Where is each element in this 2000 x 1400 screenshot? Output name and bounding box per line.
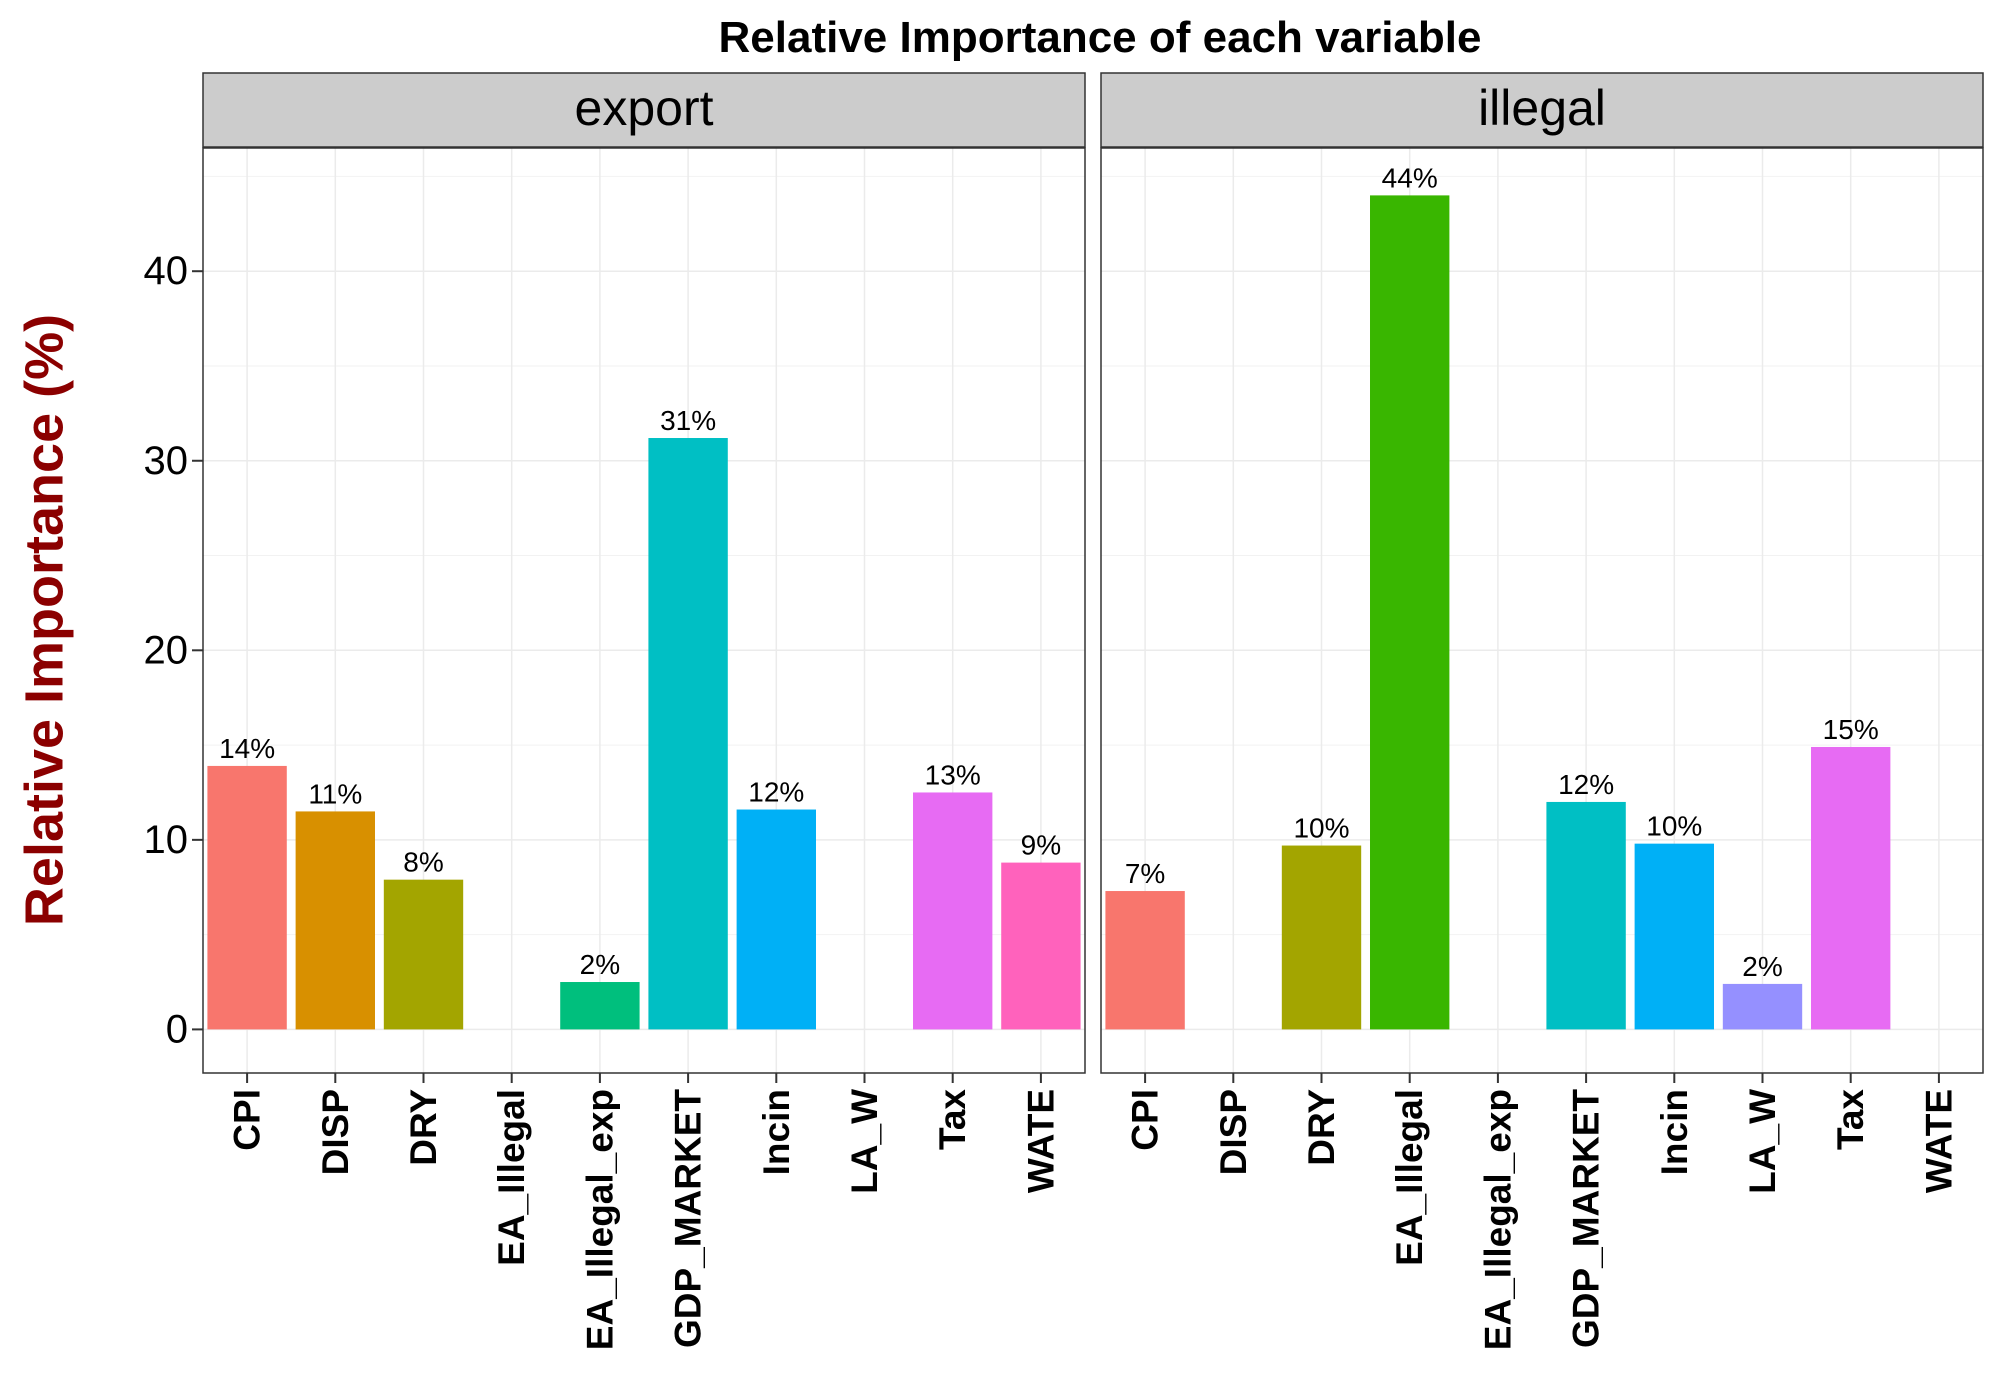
plot-area: 0 10 20 30 40 export 14% 11% 8% 2% 31% 12% 13% 9% CPI D… bbox=[144, 72, 1984, 1350]
x-tick-label: Tax bbox=[932, 1089, 973, 1150]
data-label: 15% bbox=[1823, 714, 1879, 745]
chart-title: Relative Importance of each variable bbox=[719, 13, 1482, 62]
x-tick-label: EA_Illegal bbox=[1389, 1089, 1430, 1266]
bar-export-Incin bbox=[736, 809, 816, 1030]
data-label: 7% bbox=[1125, 858, 1165, 889]
bar-illegal-DRY bbox=[1281, 845, 1362, 1030]
x-tick-label: LA_W bbox=[844, 1089, 885, 1194]
x-tick-label: CPI bbox=[1125, 1089, 1166, 1151]
data-label: 10% bbox=[1293, 813, 1349, 844]
data-label: 8% bbox=[403, 847, 443, 878]
data-label: 2% bbox=[1742, 951, 1782, 982]
x-tick-label: WATE bbox=[1918, 1089, 1959, 1193]
bar-export-DISP bbox=[295, 811, 375, 1030]
facet-label: export bbox=[575, 80, 714, 136]
x-tick-label: DISP bbox=[315, 1089, 356, 1175]
bar-illegal-EA_Illegal bbox=[1370, 195, 1450, 1030]
bar-export-CPI bbox=[207, 765, 287, 1030]
bar-export-Tax bbox=[913, 792, 993, 1030]
x-tick-label: Incin bbox=[756, 1089, 797, 1175]
bar-export-GDP_MARKET bbox=[648, 438, 728, 1030]
x-tick-label: WATE bbox=[1020, 1089, 1061, 1193]
facet-strip bbox=[202, 72, 1086, 148]
bar-illegal-Incin bbox=[1634, 843, 1714, 1030]
y-tick-label: 10 bbox=[144, 818, 189, 862]
data-label: 2% bbox=[580, 949, 620, 980]
x-tick-label: Incin bbox=[1654, 1089, 1695, 1175]
facet-strip bbox=[1100, 72, 1984, 148]
y-tick-label: 0 bbox=[166, 1007, 188, 1051]
panel-border bbox=[202, 147, 1086, 1074]
panel-border bbox=[1100, 147, 1984, 1074]
data-label: 10% bbox=[1646, 811, 1702, 842]
x-tick-label: DRY bbox=[403, 1089, 444, 1166]
x-tick-label: EA_Illegal_exp bbox=[579, 1089, 620, 1350]
y-axis-label: Relative Importance (%) bbox=[14, 314, 74, 926]
facet-label: illegal bbox=[1478, 80, 1606, 136]
data-label: 14% bbox=[219, 733, 275, 764]
bar-illegal-CPI bbox=[1105, 891, 1185, 1030]
x-tick-label: CPI bbox=[227, 1089, 268, 1151]
x-tick-label: EA_Illegal_exp bbox=[1477, 1089, 1518, 1350]
bar-export-WATE bbox=[1001, 862, 1081, 1030]
data-label: 31% bbox=[660, 405, 716, 436]
data-label: 11% bbox=[308, 778, 362, 809]
x-tick-label: DISP bbox=[1213, 1089, 1254, 1175]
x-tick-label: DRY bbox=[1301, 1089, 1342, 1166]
bar-illegal-Tax bbox=[1811, 746, 1891, 1030]
y-tick-label: 30 bbox=[144, 439, 189, 483]
bar-illegal-GDP_MARKET bbox=[1546, 801, 1626, 1030]
x-tick-label: LA_W bbox=[1742, 1089, 1783, 1194]
data-label: 12% bbox=[1558, 769, 1614, 800]
y-tick-label: 40 bbox=[144, 249, 189, 293]
x-tick-label: GDP_MARKET bbox=[668, 1089, 709, 1348]
x-tick-label: Tax bbox=[1830, 1089, 1871, 1150]
data-label: 12% bbox=[748, 777, 804, 808]
bar-export-DRY bbox=[383, 879, 464, 1030]
bar-export-EA_Illegal_exp bbox=[560, 982, 640, 1030]
data-label: 44% bbox=[1382, 162, 1438, 193]
y-tick-label: 20 bbox=[144, 628, 189, 672]
bar-illegal-LA_W bbox=[1722, 983, 1803, 1030]
x-tick-label: GDP_MARKET bbox=[1566, 1089, 1607, 1348]
data-label: 13% bbox=[925, 759, 981, 790]
data-label: 9% bbox=[1021, 830, 1061, 861]
x-tick-label: EA_Illegal bbox=[491, 1089, 532, 1266]
